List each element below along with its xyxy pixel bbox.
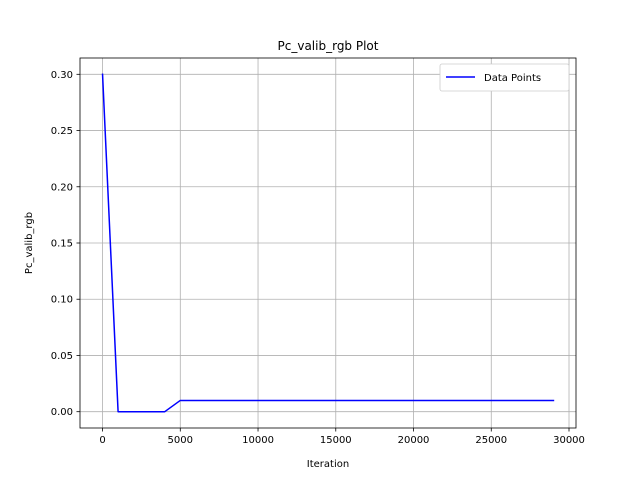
y-tick-label: 0.10 bbox=[51, 295, 73, 306]
y-tick-label: 0.05 bbox=[51, 351, 73, 362]
chart-title: Pc_valib_rgb Plot bbox=[278, 39, 379, 53]
series-line-data-points bbox=[101, 73, 555, 413]
legend: Data Points bbox=[439, 63, 570, 92]
x-tick-label: 5000 bbox=[168, 435, 193, 446]
y-tick-label: 0.25 bbox=[51, 126, 73, 137]
x-tick-label: 20000 bbox=[398, 435, 430, 446]
y-tick-label: 0.20 bbox=[51, 182, 73, 193]
legend-label-data-points: Data Points bbox=[484, 73, 541, 84]
x-tick-label: 25000 bbox=[475, 435, 507, 446]
x-axis-label: Iteration bbox=[307, 459, 349, 470]
axis-ticks: 0 5000 10000 15000 20000 25000 30000 0.00 0.05 0.… bbox=[51, 70, 585, 446]
y-tick-label: 0.00 bbox=[51, 407, 73, 418]
x-tick-label: 30000 bbox=[553, 435, 585, 446]
x-tick-label: 15000 bbox=[320, 435, 352, 446]
y-tick-label: 0.30 bbox=[51, 70, 73, 81]
x-tick-label: 10000 bbox=[242, 435, 274, 446]
series-layer bbox=[101, 73, 555, 413]
legend-box bbox=[439, 63, 570, 92]
y-tick-label: 0.15 bbox=[51, 239, 73, 250]
x-tick-label: 0 bbox=[99, 435, 105, 446]
y-axis-label: Pc_valib_rgb bbox=[24, 212, 35, 274]
